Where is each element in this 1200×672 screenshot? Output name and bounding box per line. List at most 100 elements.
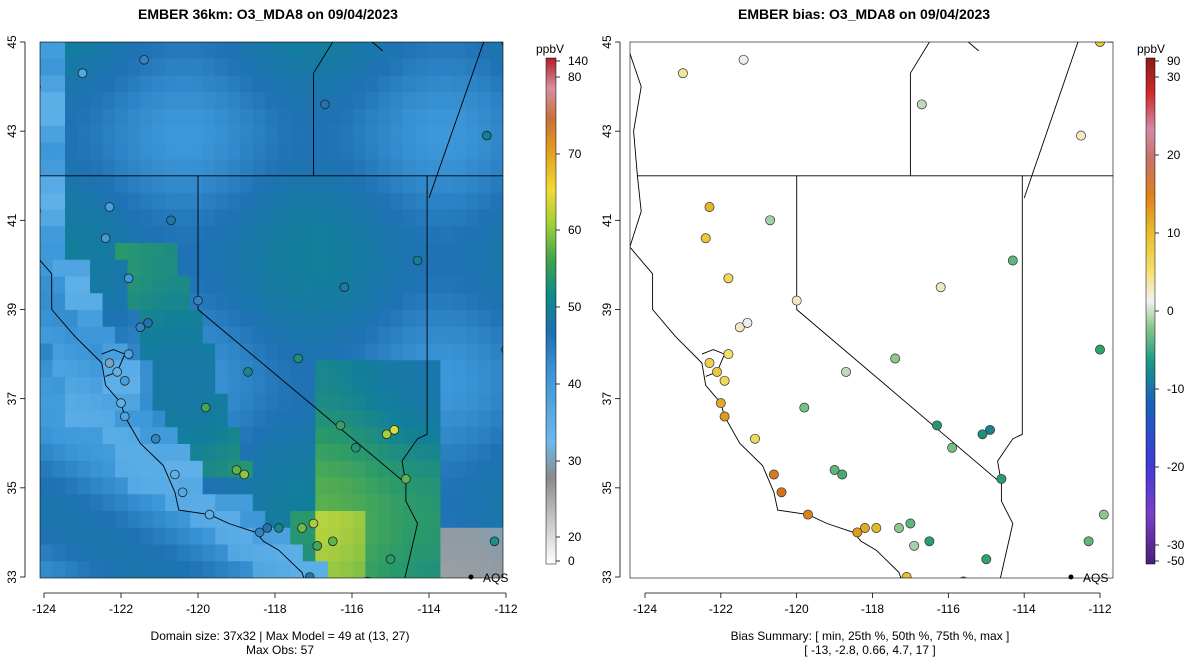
border-line — [634, 0, 934, 20]
model-cell — [90, 176, 103, 194]
model-cell — [40, 377, 53, 395]
model-cell — [415, 360, 429, 378]
model-cell — [215, 527, 229, 545]
model-cell — [177, 326, 191, 344]
model-cell — [115, 544, 128, 562]
model-cell — [140, 243, 154, 261]
model-cell — [115, 125, 128, 143]
obs-site-marker — [350, 442, 361, 453]
model-cell — [40, 343, 53, 361]
obs-site-marker — [170, 469, 180, 480]
model-cell — [452, 192, 466, 210]
model-cell — [427, 276, 441, 294]
model-cell — [127, 243, 141, 261]
model-cell — [152, 477, 166, 495]
model-cell — [377, 226, 391, 244]
model-cell — [65, 109, 78, 127]
model-cell — [202, 544, 216, 562]
model-cell — [390, 343, 404, 361]
model-cell — [202, 125, 216, 143]
model-cell — [90, 58, 103, 76]
model-cell — [377, 444, 391, 462]
model-cell — [65, 75, 78, 93]
model-cell — [415, 377, 429, 395]
model-cell — [165, 561, 179, 578]
model-cell — [365, 544, 379, 562]
model-cell — [240, 109, 254, 127]
model-cell — [477, 343, 491, 361]
model-cell — [452, 511, 466, 529]
model-cell — [327, 460, 341, 478]
model-cell — [352, 42, 366, 60]
model-cell — [65, 226, 78, 244]
model-cell — [65, 58, 78, 76]
model-cell — [452, 159, 466, 177]
model-cell — [365, 226, 379, 244]
model-cell — [127, 427, 141, 445]
model-cell — [215, 544, 229, 562]
model-cell — [265, 142, 279, 160]
model-cell — [402, 42, 416, 60]
model-cell — [390, 243, 404, 261]
model-cell — [340, 176, 354, 194]
model-cell — [277, 125, 291, 143]
model-cell — [215, 42, 229, 60]
model-cell — [265, 58, 279, 76]
obs-site-marker — [304, 572, 315, 578]
left-network-marker: AQS — [468, 571, 508, 585]
colorbar-tick-label: 40 — [568, 377, 582, 391]
model-cell — [165, 176, 179, 194]
model-cell — [227, 42, 241, 60]
model-cell — [115, 192, 128, 210]
model-cell — [327, 561, 341, 578]
model-cell — [52, 511, 66, 529]
model-cell — [465, 410, 479, 428]
model-cell — [290, 58, 304, 76]
model-cell — [127, 393, 141, 411]
model-cell — [315, 142, 329, 160]
model-cell — [490, 192, 503, 210]
model-cell — [265, 494, 279, 512]
obs-site-marker — [412, 255, 423, 266]
bias-site-marker — [859, 523, 870, 533]
model-cell — [390, 527, 404, 545]
model-cell — [102, 109, 116, 127]
model-cell — [127, 310, 141, 328]
model-cell — [165, 477, 179, 495]
bias-site-marker — [977, 429, 988, 440]
model-cell — [427, 460, 441, 478]
model-cell — [65, 192, 78, 210]
model-cell — [352, 142, 366, 160]
model-cell — [77, 360, 91, 378]
model-cell — [240, 444, 254, 462]
obs-site-marker — [301, 582, 310, 591]
model-cell — [340, 326, 354, 344]
model-cell — [402, 393, 416, 411]
model-cell — [202, 92, 216, 110]
model-cell — [165, 125, 179, 143]
x-tick-label: -120 — [785, 602, 809, 616]
model-cell — [290, 75, 304, 93]
model-cell — [265, 444, 279, 462]
model-cell — [377, 259, 391, 277]
model-cell — [102, 209, 116, 227]
model-cell — [440, 377, 454, 395]
model-cell — [252, 243, 266, 261]
model-cell — [465, 310, 479, 328]
model-cell — [202, 293, 216, 311]
model-cell — [127, 75, 141, 93]
model-cell — [327, 293, 341, 311]
model-cell — [152, 360, 166, 378]
model-cell — [140, 561, 154, 578]
model-cell — [127, 544, 141, 562]
model-cell — [165, 192, 179, 210]
model-cell — [77, 125, 91, 143]
model-cell — [40, 75, 53, 93]
model-cell — [277, 561, 291, 578]
model-cell — [227, 109, 241, 127]
model-cell — [190, 58, 204, 76]
model-cell — [252, 293, 266, 311]
model-cell — [165, 326, 179, 344]
model-cell — [402, 293, 416, 311]
model-cell — [227, 226, 241, 244]
